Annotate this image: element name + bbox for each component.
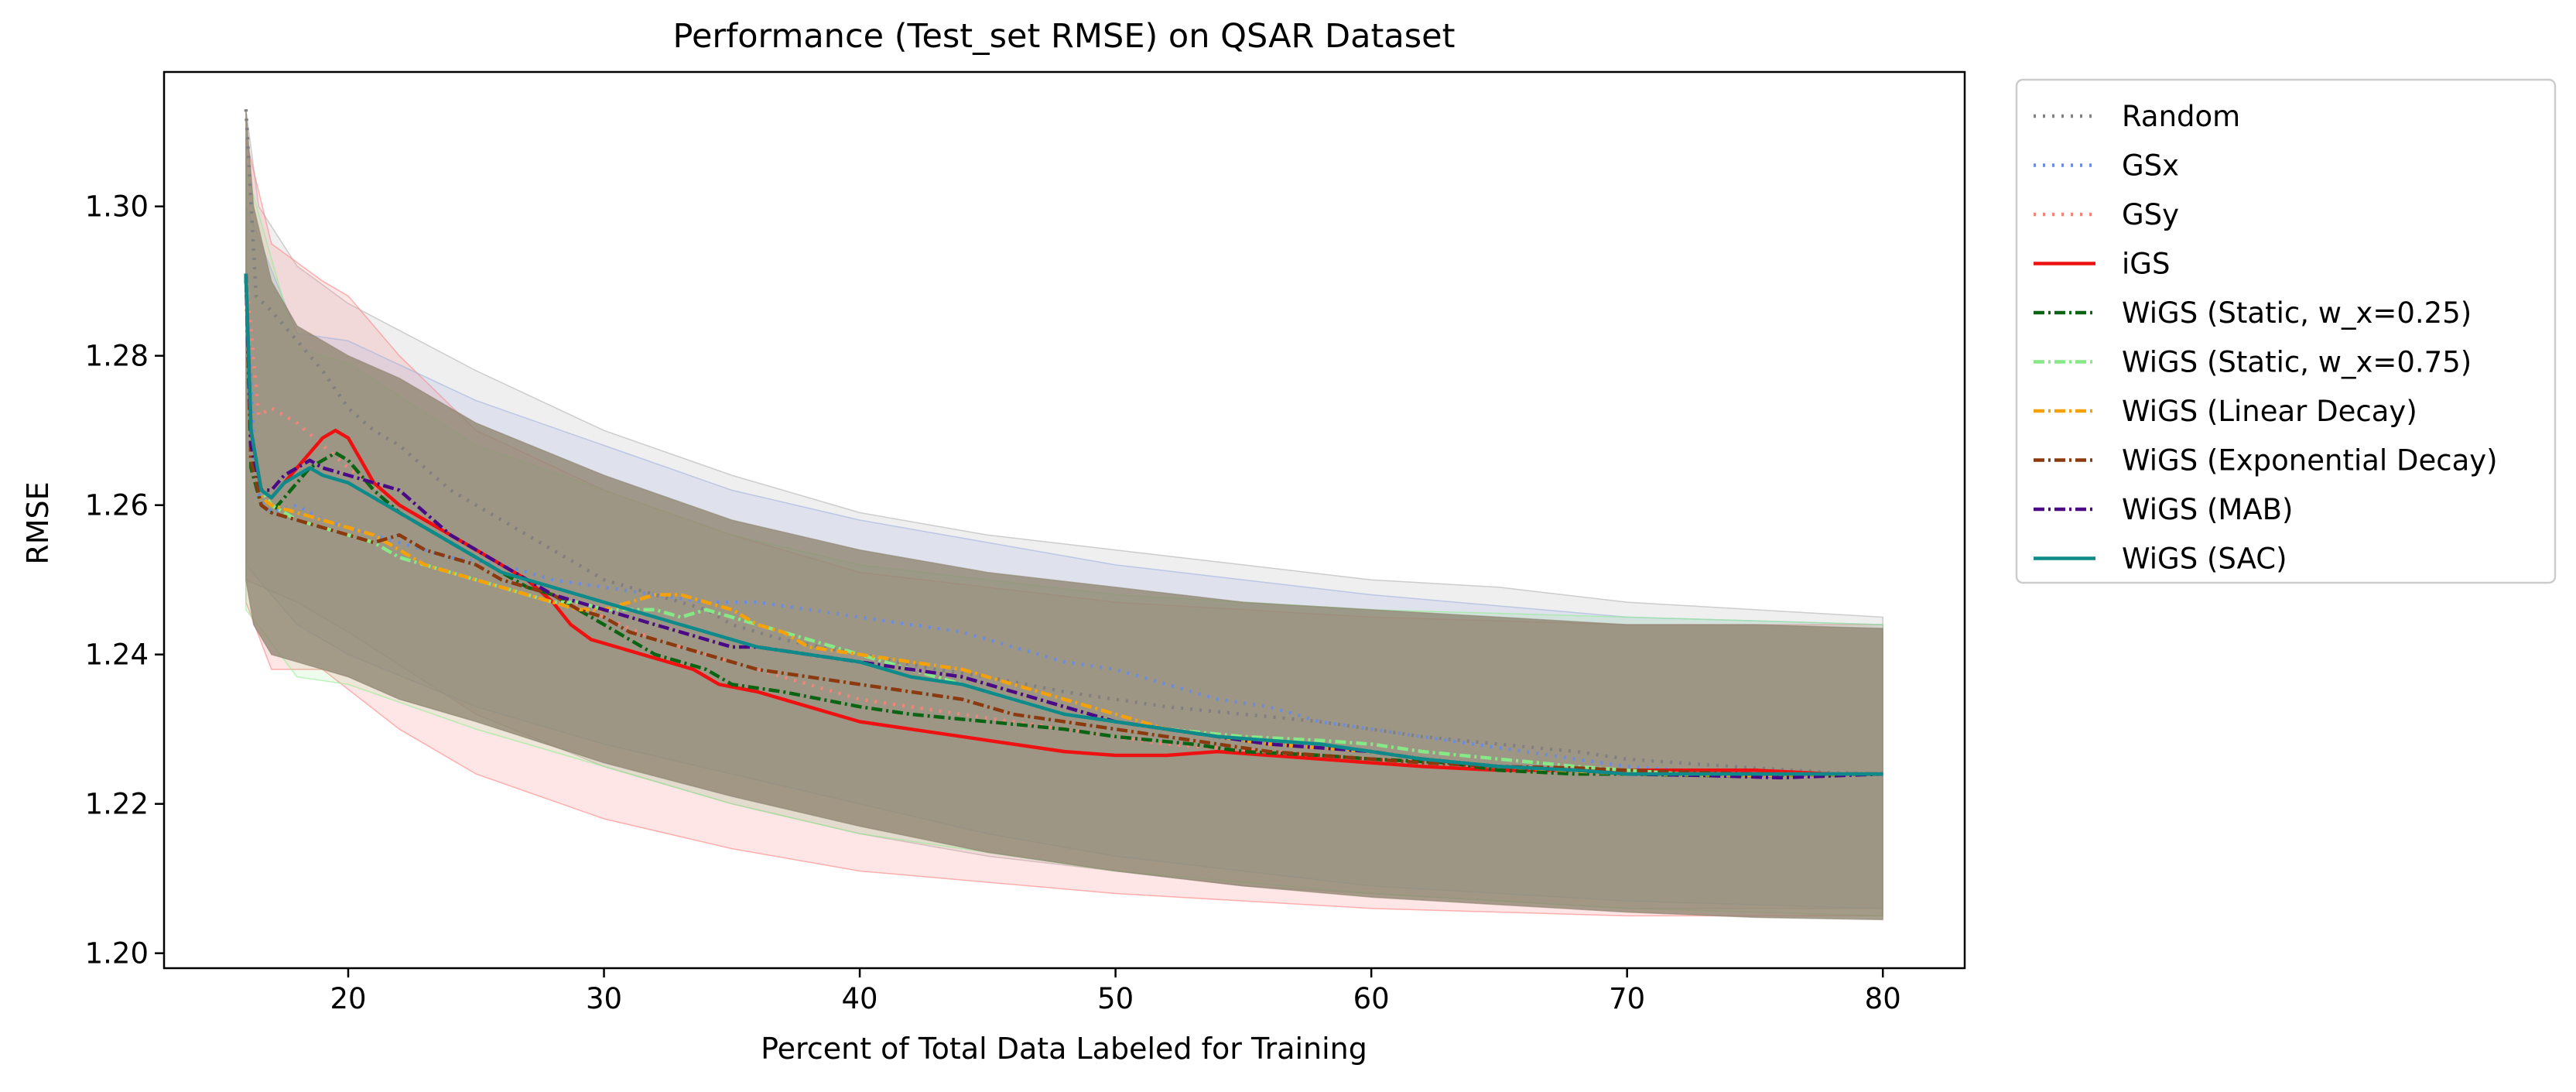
- legend-frame: [2015, 78, 2557, 584]
- x-axis-ticks: 20 30 40 50 60 70 80: [330, 968, 1901, 1015]
- series-line-wigs-static-w-x-0-25: [244, 273, 1883, 778]
- x-axis-label: Percent of Total Data Labeled for Traini…: [761, 1032, 1367, 1066]
- series-line-random: [244, 109, 1883, 776]
- x-tick-label: 70: [1609, 982, 1645, 1015]
- x-tick-label: 50: [1097, 982, 1134, 1015]
- series-line-wigs-sac: [244, 273, 1883, 776]
- y-tick-label: 1.22: [85, 788, 149, 821]
- y-tick-label: 1.30: [85, 190, 149, 224]
- legend-label: iGS: [2122, 248, 2170, 281]
- legend-label: WiGS (Static, w_x=0.75): [2122, 346, 2472, 379]
- y-tick-label: 1.26: [85, 489, 149, 522]
- y-axis-label: RMSE: [21, 481, 55, 564]
- y-axis-ticks: 1.20 1.22 1.24 1.26 1.28 1.30: [85, 190, 164, 970]
- y-tick-label: 1.24: [85, 638, 149, 672]
- x-tick-label: 60: [1353, 982, 1390, 1015]
- x-tick-label: 20: [330, 982, 366, 1015]
- series-line-gsy: [244, 273, 1883, 776]
- legend: Random GSx GSy iGS WiGS (Static, w_x=0.25) Wi…: [2015, 78, 2557, 584]
- y-tick-label: 1.20: [85, 937, 149, 970]
- legend-label: WiGS (SAC): [2122, 543, 2287, 576]
- series-line-wigs-exponential-decay: [244, 273, 1883, 776]
- legend-label: GSx: [2122, 149, 2179, 183]
- series-line-igs: [244, 273, 1883, 776]
- x-tick-label: 30: [586, 982, 622, 1015]
- series-lines: [244, 109, 1883, 780]
- legend-label: WiGS (Static, w_x=0.25): [2122, 296, 2472, 330]
- y-tick-label: 1.28: [85, 340, 149, 373]
- confidence-band-4: [245, 109, 1883, 921]
- x-tick-label: 80: [1865, 982, 1901, 1015]
- series-line-gsx: [244, 281, 1883, 776]
- legend-label: WiGS (Exponential Decay): [2122, 444, 2498, 478]
- plot-frame: [162, 70, 1966, 970]
- legend-label: WiGS (Linear Decay): [2122, 395, 2417, 428]
- chart-title: Performance (Test_set RMSE) on QSAR Data…: [673, 17, 1456, 56]
- legend-label: GSy: [2122, 198, 2179, 231]
- confidence-bands: [245, 109, 1883, 921]
- legend-label: WiGS (MAB): [2122, 493, 2293, 526]
- x-tick-label: 40: [842, 982, 878, 1015]
- series-line-wigs-linear-decay: [244, 273, 1883, 778]
- legend-label: Random: [2122, 100, 2240, 133]
